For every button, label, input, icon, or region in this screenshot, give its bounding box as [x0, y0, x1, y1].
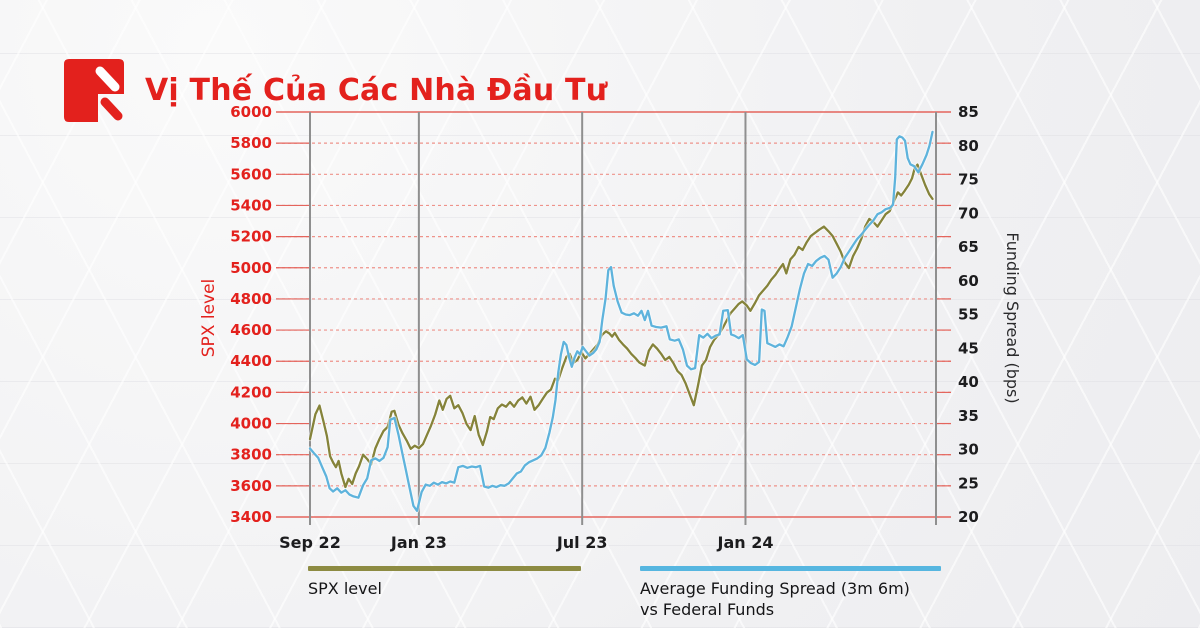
svg-text:5200: 5200 [230, 228, 272, 246]
legend-item-spx: SPX level [308, 566, 581, 599]
legend-label-funding-spread-line2: vs Federal Funds [640, 600, 775, 619]
legend-label-funding-spread-line1: Average Funding Spread (3m 6m) [640, 579, 910, 598]
svg-text:Sep 22: Sep 22 [279, 533, 341, 552]
legend-label-spx: SPX level [308, 579, 382, 598]
spx-funding-spread-chart: 6000 5800 5600 5400 5200 5000 4800 4600 4400 4200… [195, 100, 1025, 570]
svg-text:3800: 3800 [230, 446, 272, 464]
svg-text:4400: 4400 [230, 352, 272, 370]
svg-text:4800: 4800 [230, 290, 272, 308]
header: Vị Thế Của Các Nhà Đầu Tư [64, 59, 607, 122]
svg-text:Jul 23: Jul 23 [556, 533, 608, 552]
svg-text:55: 55 [958, 306, 979, 324]
svg-text:Jan 24: Jan 24 [716, 533, 773, 552]
svg-text:85: 85 [958, 103, 979, 121]
legend-label-funding-spread: Average Funding Spread (3m 6m) vs Federa… [640, 578, 941, 620]
svg-text:5800: 5800 [230, 134, 272, 152]
svg-text:4000: 4000 [230, 415, 272, 433]
legend-item-funding-spread: Average Funding Spread (3m 6m) vs Federa… [640, 566, 941, 620]
chart-canvas: 6000 5800 5600 5400 5200 5000 4800 4600 4400 4200… [199, 103, 1022, 552]
svg-text:45: 45 [958, 339, 979, 357]
svg-text:40: 40 [958, 373, 979, 391]
svg-text:70: 70 [958, 204, 979, 222]
svg-text:6000: 6000 [230, 103, 272, 121]
svg-text:5400: 5400 [230, 196, 272, 214]
brand-logo-icon [64, 59, 124, 122]
svg-text:75: 75 [958, 171, 979, 189]
svg-text:5600: 5600 [230, 165, 272, 183]
svg-text:4600: 4600 [230, 321, 272, 339]
svg-text:65: 65 [958, 238, 979, 256]
svg-text:3400: 3400 [230, 508, 272, 526]
svg-text:80: 80 [958, 137, 979, 155]
svg-text:Jan 23: Jan 23 [390, 533, 447, 552]
svg-text:3600: 3600 [230, 477, 272, 495]
svg-text:Funding Spread (bps): Funding Spread (bps) [1003, 232, 1022, 403]
svg-text:35: 35 [958, 407, 979, 425]
svg-text:25: 25 [958, 474, 979, 492]
svg-text:60: 60 [958, 272, 979, 290]
svg-text:5000: 5000 [230, 259, 272, 277]
svg-text:SPX level: SPX level [199, 279, 219, 358]
svg-text:20: 20 [958, 508, 979, 526]
svg-text:4200: 4200 [230, 383, 272, 401]
page-title: Vị Thế Của Các Nhà Đầu Tư [145, 73, 608, 108]
svg-text:30: 30 [958, 441, 979, 459]
